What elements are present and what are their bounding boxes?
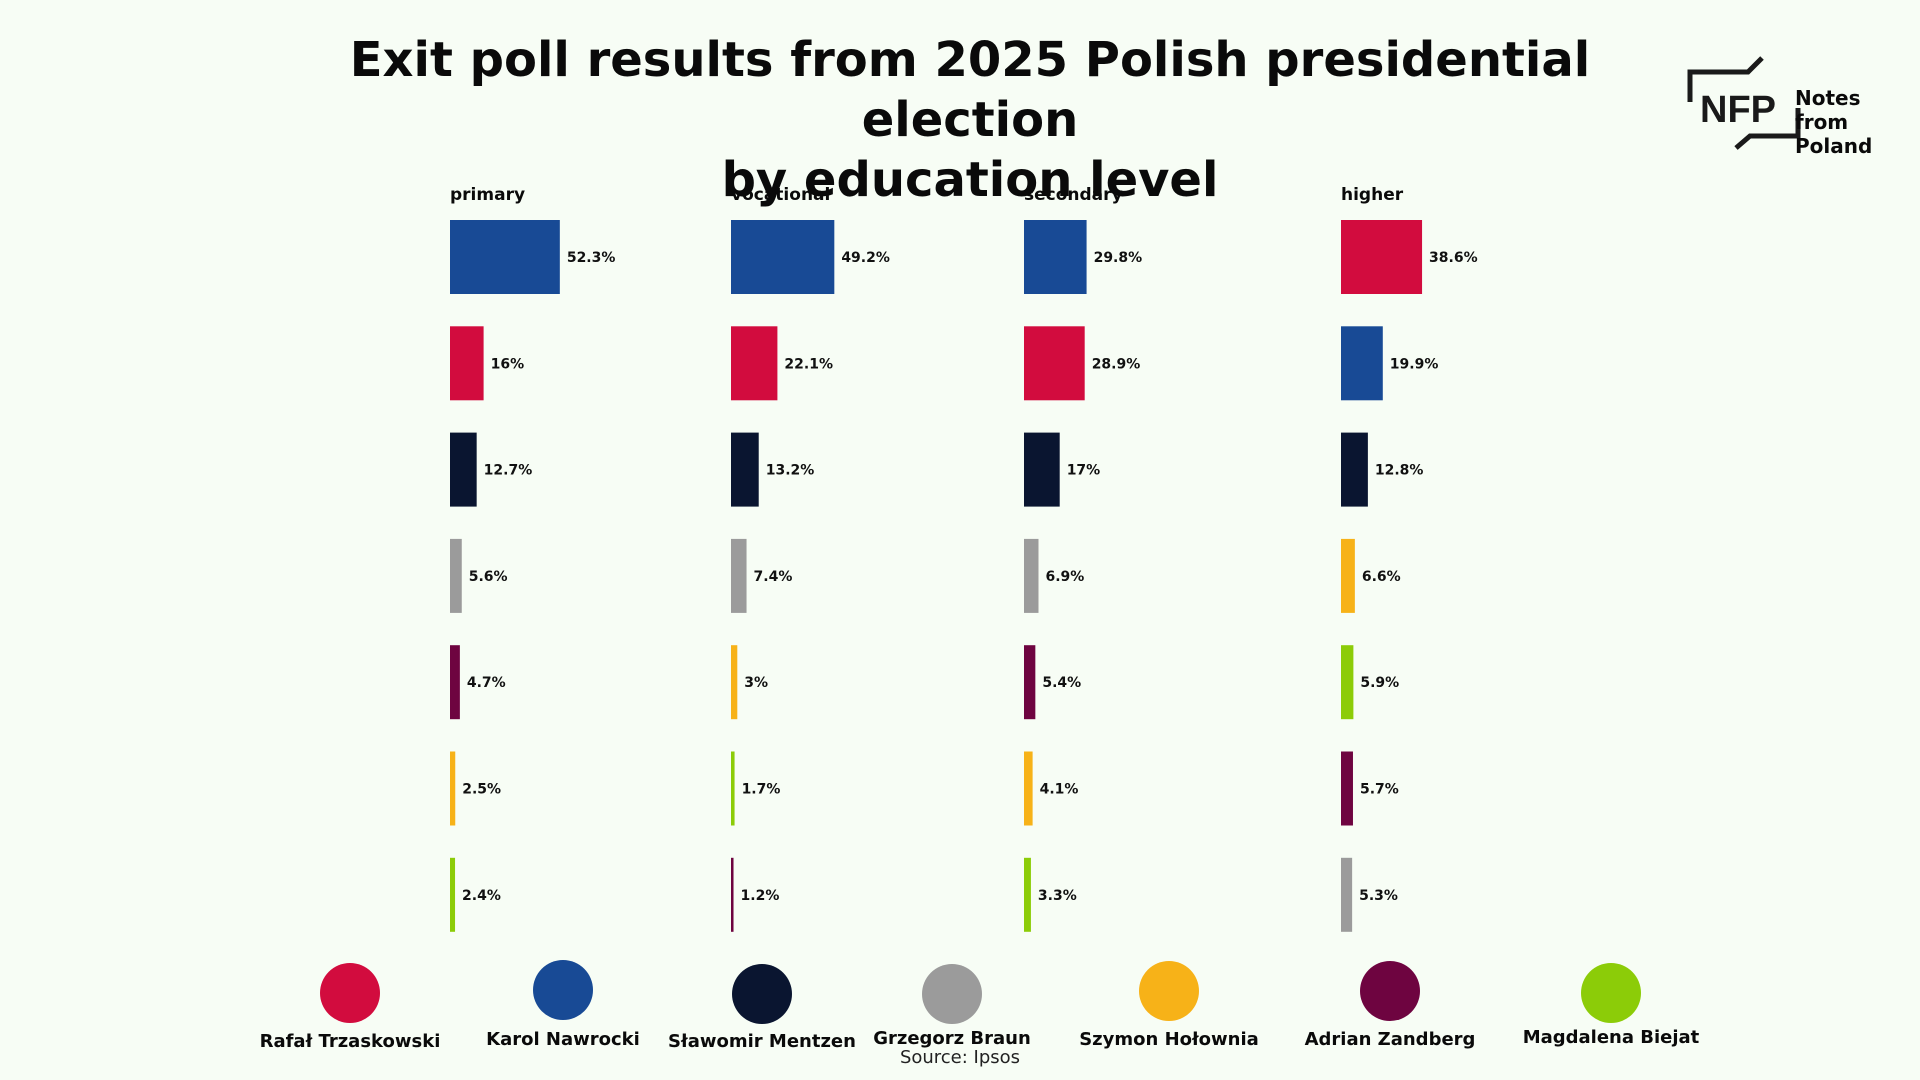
legend-swatch (1581, 963, 1641, 1023)
legend-label: Karol Nawrocki (486, 1029, 640, 1050)
panel-label: higher (1341, 185, 1404, 205)
bar-value-label: 4.7% (467, 675, 506, 691)
panel-vocational: vocational 49.2% 22.1% 13.2% 7.4% 3% 1.7% 1.2% (731, 185, 890, 932)
bar-value-label: 6.9% (1045, 569, 1084, 585)
logo-text-line-1: Notes from (1795, 86, 1861, 134)
nfp-logo: NFP (1687, 56, 1801, 150)
bar (450, 220, 560, 294)
bar-value-label: 28.9% (1092, 356, 1141, 372)
bar-value-label: 5.7% (1360, 782, 1399, 798)
bar (1341, 645, 1354, 720)
bar-value-label: 22.1% (784, 356, 833, 372)
bar (731, 538, 747, 613)
legend-swatch (1360, 961, 1420, 1021)
bar-value-label: 5.3% (1359, 888, 1398, 904)
bar (450, 645, 460, 720)
bar-value-label: 38.6% (1429, 250, 1478, 266)
panel-higher: higher 38.6% 19.9% 12.8% 6.6% 5.9% 5.7% 5.3% (1341, 185, 1478, 932)
bar (1024, 857, 1031, 932)
bar (450, 538, 462, 613)
bar (1341, 326, 1383, 401)
bar (1341, 857, 1353, 932)
bar-value-label: 3% (744, 675, 768, 691)
bar (731, 326, 778, 401)
bar-value-label: 2.4% (462, 888, 501, 904)
bar (1341, 220, 1423, 294)
chart-title-line-1: Exit poll results from 2025 Polish presi… (349, 32, 1591, 148)
legend-label: Magdalena Biejat (1523, 1027, 1700, 1048)
source-note: Source: Ipsos (899, 1047, 1021, 1068)
bar-value-label: 5.6% (469, 569, 508, 585)
logo-mark: NFP (1700, 89, 1776, 131)
bar-value-label: 1.2% (741, 888, 780, 904)
bar (1024, 645, 1036, 720)
legend-swatch (922, 964, 982, 1024)
panel-secondary: secondary 29.8% 28.9% 17% 6.9% 5.4% 4.1% 3.3% (1024, 185, 1142, 932)
bar-value-label: 12.8% (1375, 463, 1424, 479)
legend-label: Adrian Zandberg (1305, 1029, 1476, 1050)
bar-value-label: 19.9% (1390, 356, 1439, 372)
bar-value-label: 13.2% (766, 463, 815, 479)
panel-label: primary (450, 185, 525, 205)
legend-label: Grzegorz Braun (873, 1028, 1031, 1049)
bar-value-label: 16% (491, 356, 525, 372)
bar (731, 751, 735, 826)
legend-swatch (533, 960, 593, 1020)
bar (450, 751, 456, 826)
bar (731, 220, 835, 294)
bar-value-label: 5.4% (1042, 675, 1081, 691)
bar-value-label: 49.2% (841, 250, 890, 266)
chart-title: Exit poll results from 2025 Polish presi… (240, 30, 1700, 210)
logo-text-line-2: Poland (1795, 134, 1873, 158)
chart-title-line-2: by education level (721, 152, 1219, 208)
bar-value-label: 5.9% (1360, 675, 1399, 691)
bar (731, 432, 759, 507)
bar (1341, 432, 1368, 507)
logo-text: Notes from Poland (1795, 86, 1920, 158)
bar-value-label: 6.6% (1362, 569, 1401, 585)
bar-value-label: 17% (1067, 463, 1101, 479)
bar-value-label: 3.3% (1038, 888, 1077, 904)
bar (731, 645, 738, 720)
bar (1024, 220, 1087, 294)
bar (1341, 751, 1353, 826)
bar (731, 857, 734, 932)
bar-value-label: 7.4% (754, 569, 793, 585)
bar (1024, 538, 1039, 613)
bar-value-label: 1.7% (742, 782, 781, 798)
panel-primary: primary 52.3% 16% 12.7% 5.6% 4.7% 2.5% 2.4% (450, 185, 615, 932)
bar (1024, 432, 1060, 507)
legend: Rafał Trzaskowski Karol Nawrocki Sławomir … (260, 960, 1700, 1052)
panel-label: secondary (1024, 185, 1123, 205)
bar (450, 326, 484, 401)
bar (450, 432, 477, 507)
logo-frame-bottom (1734, 108, 1801, 150)
panel-label: vocational (731, 185, 830, 205)
bar-value-label: 2.5% (462, 782, 501, 798)
bar-value-label: 29.8% (1094, 250, 1143, 266)
bar-value-label: 52.3% (567, 250, 616, 266)
legend-swatch (1139, 961, 1199, 1021)
legend-swatch (320, 963, 380, 1023)
legend-label: Sławomir Mentzen (668, 1031, 856, 1052)
logo-frame-top (1687, 56, 1764, 102)
bar-value-label: 4.1% (1040, 782, 1079, 798)
legend-label: Rafał Trzaskowski (260, 1031, 441, 1052)
bar (450, 857, 456, 932)
bar (1024, 751, 1033, 826)
legend-swatch (732, 964, 792, 1024)
bar-value-label: 12.7% (484, 463, 533, 479)
legend-label: Szymon Hołownia (1079, 1029, 1259, 1050)
bar (1024, 326, 1085, 401)
bar (1341, 538, 1355, 613)
